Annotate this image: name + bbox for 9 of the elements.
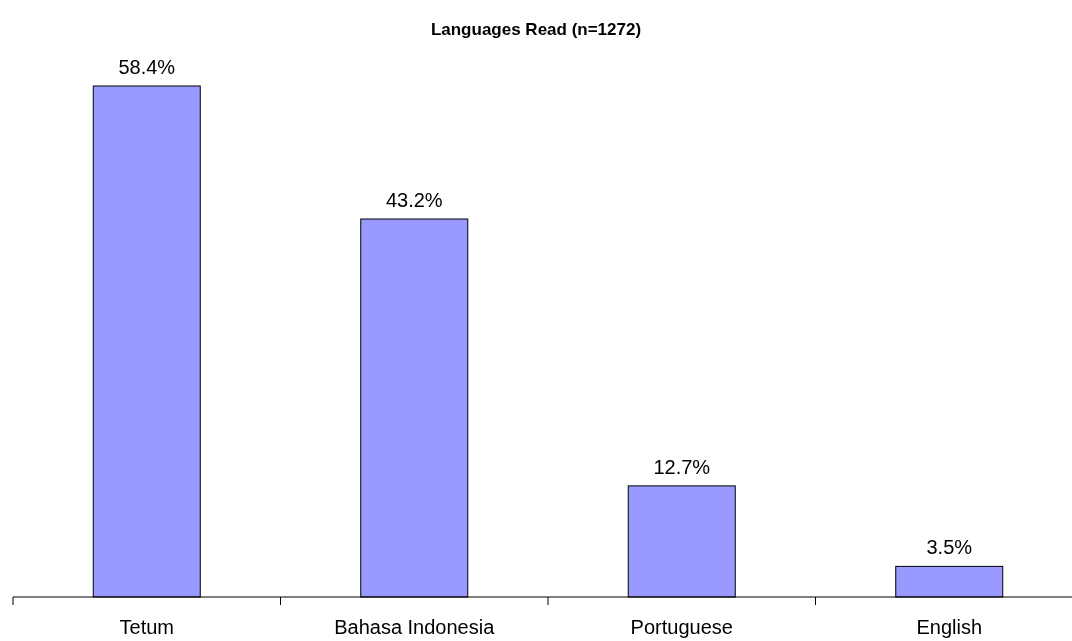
- data-label: 43.2%: [385, 189, 443, 211]
- x-tick-label: Portuguese: [630, 616, 733, 638]
- x-tick-label: Tetum: [119, 616, 174, 638]
- x-tick-label: English: [916, 616, 983, 638]
- data-label: 58.4%: [118, 56, 176, 78]
- chart-title: Languages Read (n=1272): [430, 20, 642, 39]
- data-label: 12.7%: [653, 455, 711, 478]
- x-tick-label: Bahasa Indonesia: [334, 616, 496, 638]
- data-label: 3.5%: [926, 536, 973, 559]
